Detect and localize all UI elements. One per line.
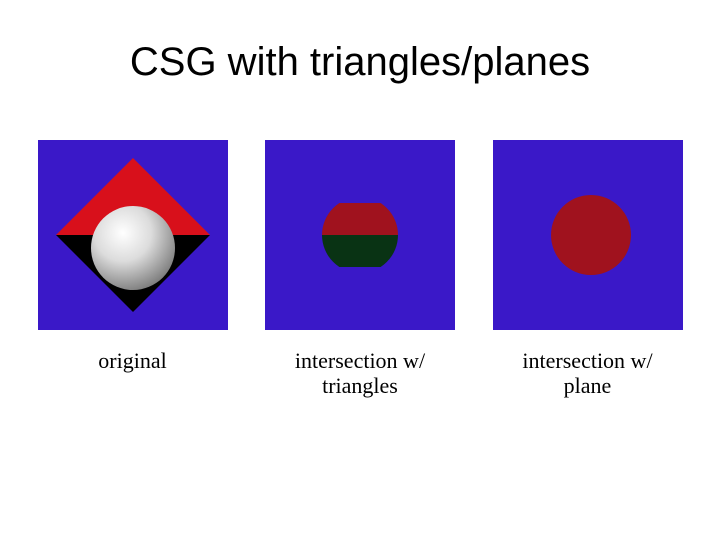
panel-original-svg [38, 140, 228, 330]
panel-intersection-triangles-wrap: intersection w/ triangles [265, 140, 455, 399]
panel-original-wrap: original [38, 140, 228, 373]
panel-tri-svg [265, 140, 455, 330]
caption-original: original [98, 348, 166, 373]
caption-intersection-plane: intersection w/ plane [522, 348, 652, 399]
panel-intersection-triangles [265, 140, 455, 330]
slide-root: CSG with triangles/planes original inter… [0, 0, 720, 540]
caption-intersection-triangles: intersection w/ triangles [295, 348, 425, 399]
panel-original [38, 140, 228, 330]
panel-intersection-plane [493, 140, 683, 330]
panel-plane-svg [493, 140, 683, 330]
panel-intersection-plane-wrap: intersection w/ plane [493, 140, 683, 399]
panels-row: original intersection w/ triangles inter… [0, 140, 720, 399]
slide-title: CSG with triangles/planes [0, 40, 720, 85]
